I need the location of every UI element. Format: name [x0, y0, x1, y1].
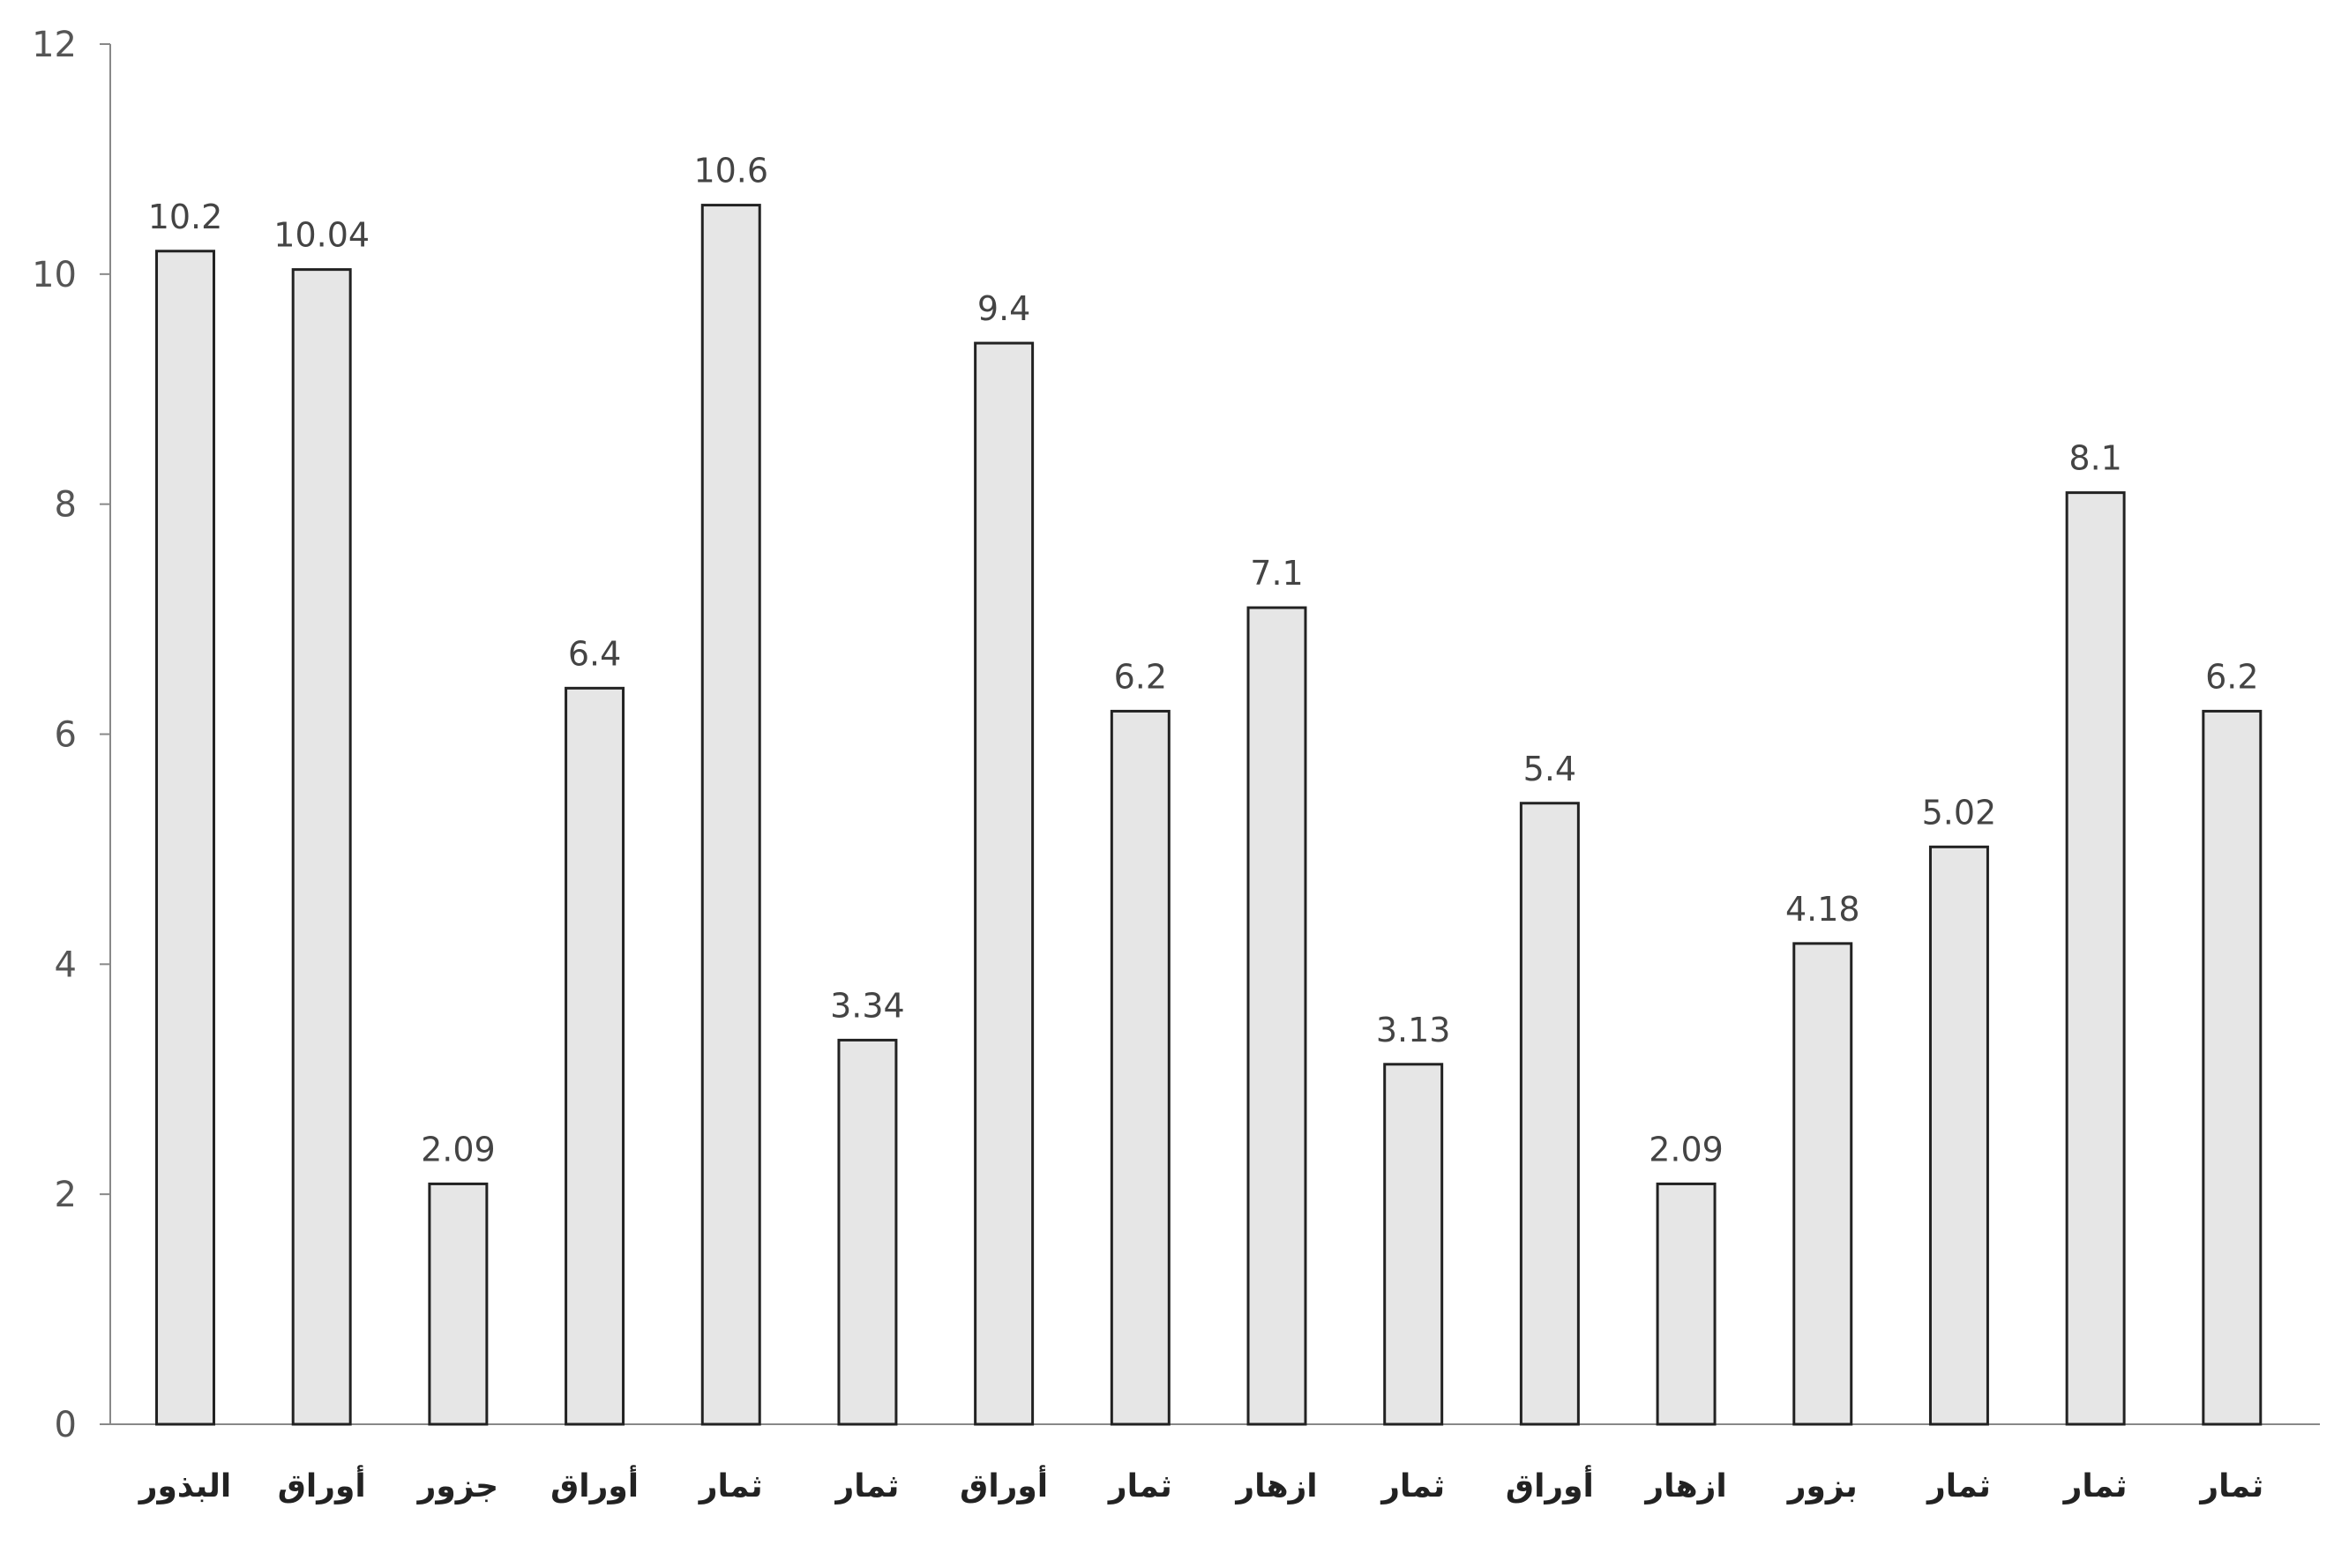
bar-value-label: 6.2 — [1114, 657, 1167, 696]
bar — [1519, 802, 1580, 1426]
bar — [2202, 709, 2263, 1426]
x-category-label: ازهار — [1643, 1468, 1726, 1505]
y-tick-label: 10 — [32, 255, 77, 295]
x-category-label: جزور — [416, 1468, 498, 1505]
bar-value-label: 2.09 — [1649, 1130, 1724, 1169]
bar — [291, 268, 352, 1426]
bar-value-label: 6.2 — [2205, 657, 2258, 696]
x-category-label: ثمار — [2062, 1468, 2128, 1505]
x-category-label: ثمار — [2198, 1468, 2263, 1505]
bar-value-label: 8.1 — [2068, 439, 2121, 478]
bar-value-label: 7.1 — [1250, 554, 1303, 593]
x-category-label: ثمار — [1107, 1468, 1172, 1505]
x-category-label: ازهار — [1234, 1468, 1317, 1505]
bar — [1656, 1182, 1717, 1426]
x-category-label: ثمار — [698, 1468, 763, 1505]
bar-value-label: 5.02 — [1922, 793, 1997, 832]
bar-value-label: 4.18 — [1785, 890, 1860, 929]
chart-bars — [155, 204, 2263, 1426]
bar-value-label: 10.6 — [693, 152, 768, 190]
y-tick-label: 8 — [55, 485, 77, 526]
x-category-label: أوراق — [550, 1465, 639, 1505]
bar-value-label: 10.04 — [273, 216, 370, 255]
bar — [837, 1038, 898, 1426]
x-category-label: ثمار — [1380, 1468, 1445, 1505]
bar — [2065, 491, 2126, 1426]
bar — [1383, 1063, 1444, 1426]
y-tick-label: 0 — [55, 1405, 77, 1445]
x-category-label: البذور — [138, 1468, 231, 1505]
bar — [428, 1182, 489, 1426]
bar-value-label: 10.2 — [148, 198, 223, 236]
x-category-label: أوراق — [960, 1465, 1048, 1505]
bar-value-label: 2.09 — [421, 1130, 496, 1169]
bar — [1246, 606, 1307, 1426]
bar-value-label: 3.34 — [830, 986, 905, 1025]
bar — [565, 686, 625, 1426]
bar-value-label: 9.4 — [977, 289, 1030, 328]
bar — [974, 341, 1035, 1426]
y-tick-label: 6 — [55, 715, 77, 756]
x-category-label: بزور — [1786, 1468, 1858, 1505]
bar — [700, 204, 761, 1426]
bar-value-label: 6.4 — [568, 634, 621, 673]
y-tick-label: 2 — [55, 1175, 77, 1215]
x-category-label: ثمار — [834, 1468, 899, 1505]
bar-value-label: 3.13 — [1376, 1011, 1451, 1049]
bar — [1792, 942, 1853, 1426]
bar — [155, 250, 215, 1426]
bar — [1928, 845, 1989, 1426]
x-category-label: أوراق — [1506, 1465, 1594, 1505]
y-tick-label: 4 — [55, 945, 77, 985]
x-category-label: ثمار — [1926, 1468, 1991, 1505]
chart-labels: 10.2 البذور 10.04 أوراق 2.09 جزور 6.4 أوراق 10.6… — [138, 152, 2263, 1505]
bar — [1110, 709, 1171, 1426]
y-tick-label: 12 — [32, 25, 77, 65]
bar-value-label: 5.4 — [1523, 750, 1576, 788]
x-category-label: أوراق — [278, 1465, 366, 1505]
